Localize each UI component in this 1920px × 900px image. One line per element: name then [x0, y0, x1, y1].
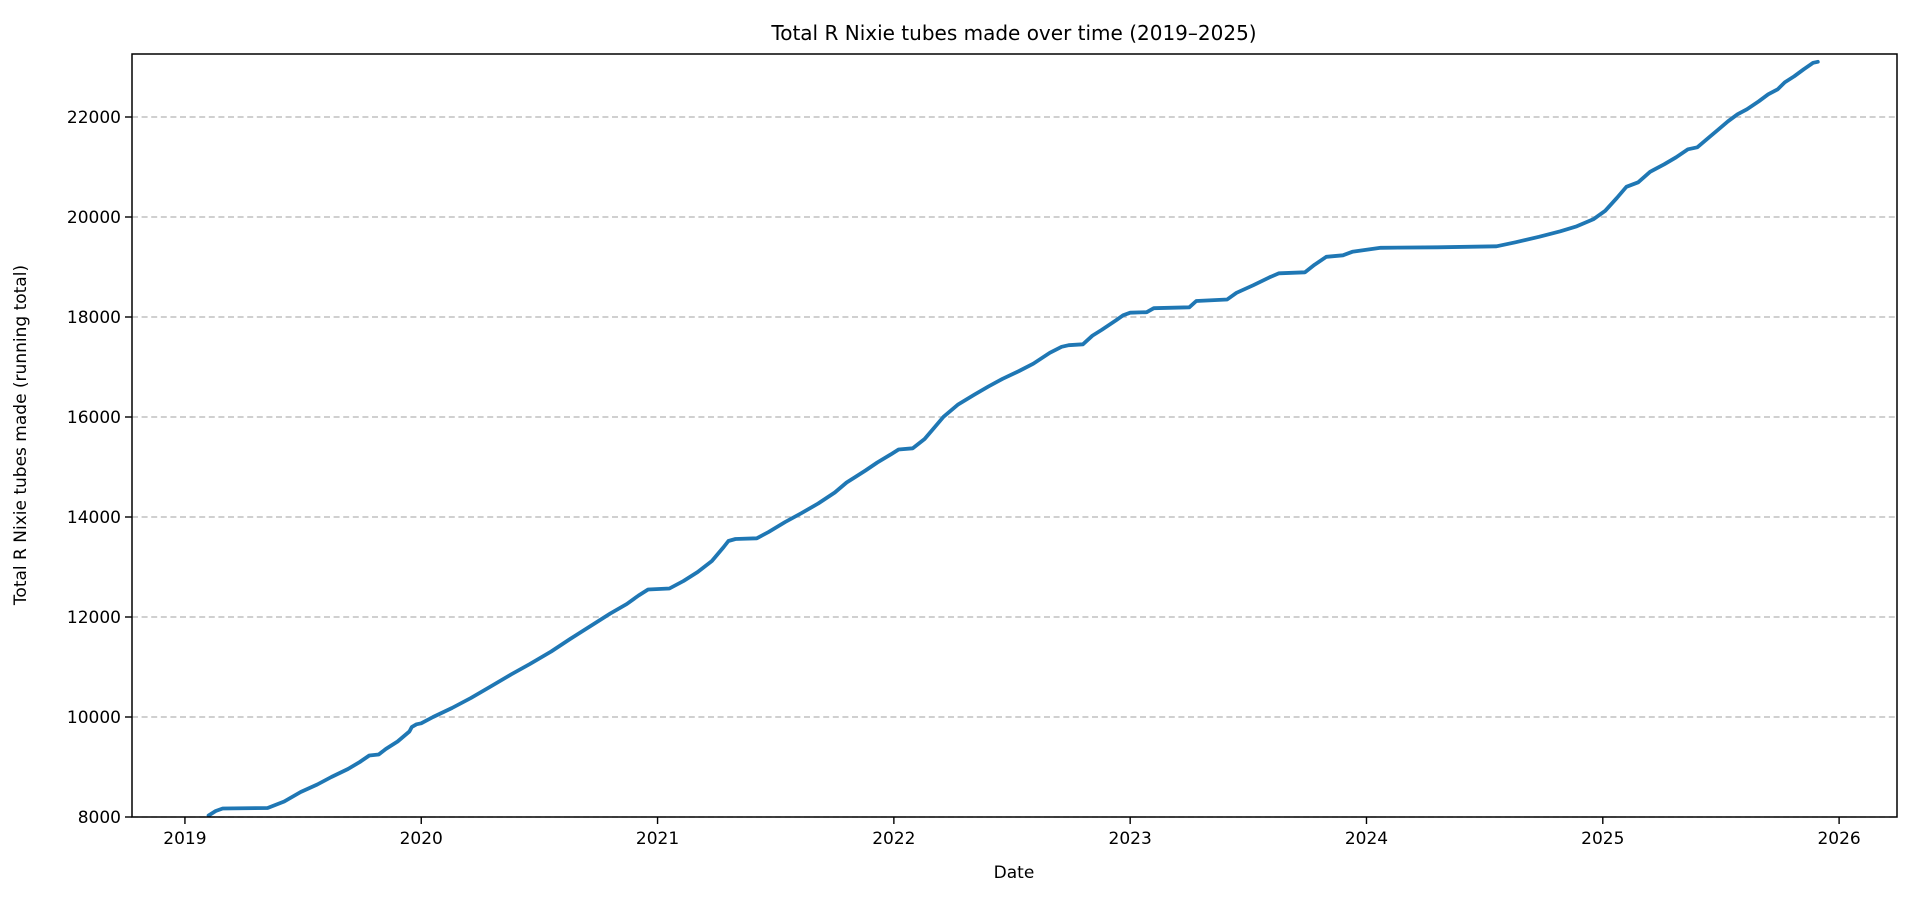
- x-tick-label: 2020: [400, 829, 443, 849]
- y-tick-label: 12000: [67, 608, 121, 628]
- y-tick-label: 10000: [67, 708, 121, 728]
- x-axis-ticks: 2019 2020 2021 2022 2023 2024 2025 2026: [163, 817, 1861, 849]
- series-line-running-total: [206, 59, 1820, 818]
- y-tick-label: 16000: [67, 408, 121, 428]
- data-series: [206, 59, 1820, 818]
- gridlines: [132, 116, 1897, 818]
- x-tick-label: 2024: [1345, 829, 1388, 849]
- y-tick-label: 14000: [67, 508, 121, 528]
- y-axis-label: Total R Nixie tubes made (running total): [11, 265, 31, 606]
- x-tick-label: 2025: [1581, 829, 1624, 849]
- y-tick-label: 22000: [67, 108, 121, 128]
- x-tick-label: 2026: [1817, 829, 1860, 849]
- x-tick-label: 2019: [163, 829, 206, 849]
- x-tick-label: 2021: [636, 829, 679, 849]
- y-tick-label: 18000: [67, 308, 121, 328]
- y-axis-ticks: 8000 10000 12000 14000 16000 18000 20000 22000: [67, 108, 132, 828]
- x-tick-label: 2022: [872, 829, 915, 849]
- plot-border: [131, 53, 1898, 818]
- x-tick-label: 2023: [1109, 829, 1152, 849]
- x-axis-label: Date: [994, 863, 1035, 883]
- y-tick-label: 8000: [78, 808, 121, 828]
- chart-title: Total R Nixie tubes made over time (2019…: [770, 21, 1256, 45]
- y-tick-label: 20000: [67, 208, 121, 228]
